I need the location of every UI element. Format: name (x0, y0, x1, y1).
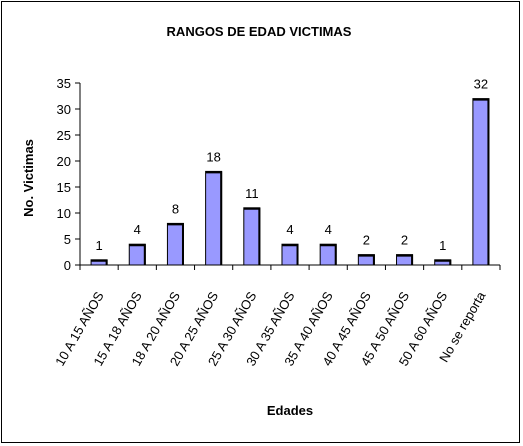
data-label: 2 (401, 233, 408, 248)
chart-title: RANGOS DE EDAD VICTIMAS (167, 24, 352, 39)
data-label: 8 (172, 201, 179, 216)
bar (166, 222, 184, 266)
data-label: 4 (325, 222, 332, 237)
data-label: 1 (439, 238, 446, 253)
data-label: 11 (245, 186, 259, 201)
bar (319, 243, 337, 266)
y-tick-label: 30 (57, 102, 71, 117)
y-tick-label: 0 (64, 258, 71, 273)
bar (128, 243, 146, 266)
bar (243, 207, 261, 266)
data-label: 4 (134, 222, 141, 237)
y-tick-label: 10 (57, 206, 71, 221)
bar (281, 243, 299, 266)
y-tick-label: 20 (57, 154, 71, 169)
x-axis-title: Edades (267, 403, 313, 418)
data-label: 1 (95, 238, 102, 253)
y-tick-label: 15 (57, 180, 71, 195)
data-label: 2 (363, 233, 370, 248)
data-label: 18 (206, 149, 220, 164)
data-label: 32 (474, 77, 488, 92)
y-tick-label: 5 (64, 232, 71, 247)
bar (472, 98, 490, 266)
data-label: 4 (286, 222, 293, 237)
y-tick-label: 35 (57, 76, 71, 91)
bar (205, 170, 223, 266)
y-tick-label: 25 (57, 128, 71, 143)
y-axis-title: No. Victimas (21, 139, 36, 217)
